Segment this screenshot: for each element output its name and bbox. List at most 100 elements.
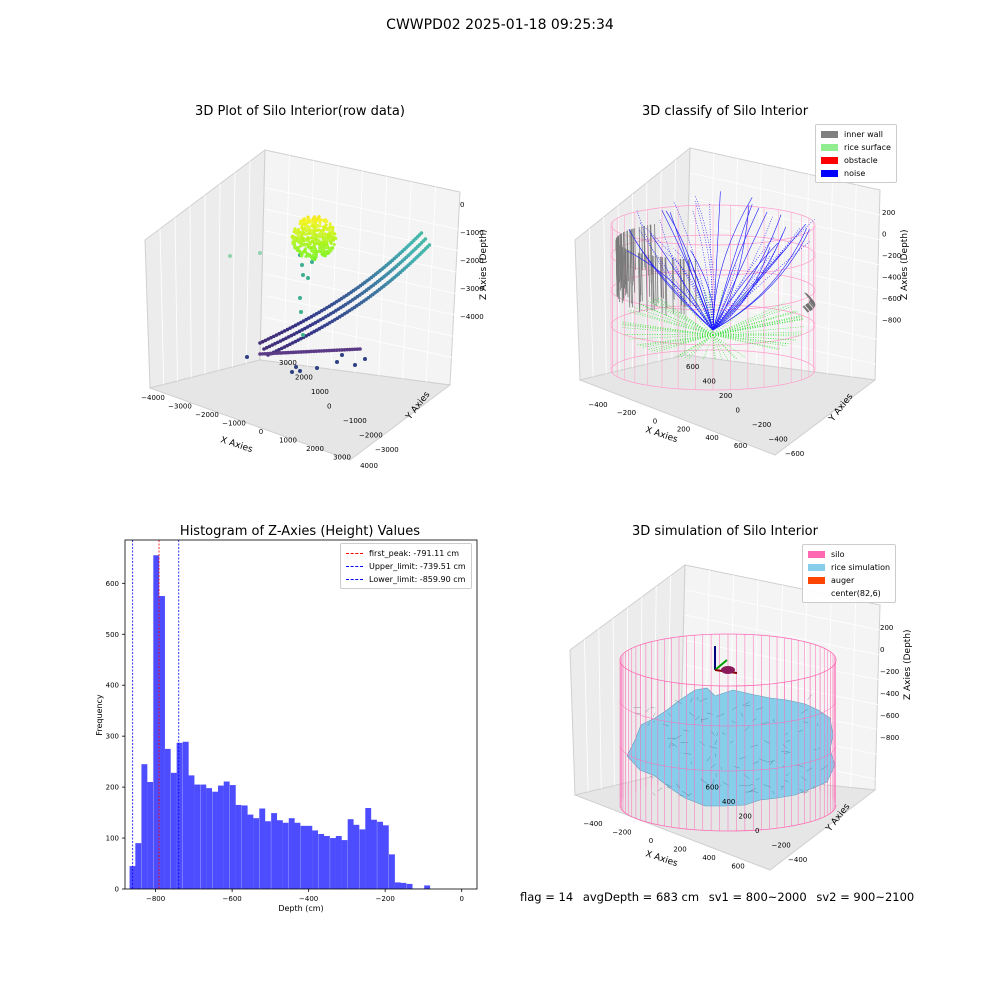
histogram-bar bbox=[394, 882, 401, 889]
tick-label: −1000 bbox=[222, 420, 246, 428]
mesh-line bbox=[786, 740, 790, 742]
classify-3d-plot[interactable]: −400−2000200400600−600−400−2000200400600… bbox=[555, 130, 925, 470]
tick-label: 600 bbox=[686, 363, 699, 371]
inner-wall-mark bbox=[629, 229, 632, 284]
scatter-point bbox=[324, 348, 329, 353]
inner-wall-mark bbox=[682, 259, 685, 315]
inner-wall-mark bbox=[622, 247, 625, 299]
tick-label: 200 bbox=[882, 209, 895, 217]
noise-mark bbox=[712, 216, 773, 331]
scatter-point bbox=[304, 334, 308, 338]
tick-label: −400 bbox=[882, 274, 901, 282]
histogram-xlabel: Depth (cm) bbox=[278, 904, 323, 913]
scatter-point bbox=[325, 227, 330, 231]
tick-label: 2000 bbox=[306, 445, 324, 453]
grid-line bbox=[588, 228, 594, 377]
grid-line bbox=[264, 295, 461, 338]
scatter-point bbox=[323, 237, 327, 241]
scatter-point bbox=[311, 221, 315, 225]
raw-xlabel: X Axies bbox=[219, 435, 254, 455]
histogram-bar bbox=[153, 555, 160, 889]
simulation-3d-plot[interactable]: −400−2000200400600−400−20002004006002000… bbox=[555, 550, 925, 880]
inner-wall-mark bbox=[651, 255, 654, 304]
scatter-point bbox=[299, 310, 303, 314]
grid-line bbox=[850, 599, 857, 788]
scatter-point bbox=[315, 217, 319, 221]
rice-surface-mark bbox=[628, 334, 714, 340]
mesh-line bbox=[801, 776, 807, 781]
grid-line bbox=[283, 155, 290, 364]
tick-label: −600 bbox=[785, 450, 804, 458]
mesh-line bbox=[801, 791, 809, 793]
scatter-point bbox=[291, 324, 295, 329]
scatter-point bbox=[317, 215, 321, 219]
scatter-point bbox=[258, 341, 262, 345]
scatter-point bbox=[332, 348, 337, 353]
grid-line bbox=[612, 618, 615, 786]
grid-line bbox=[689, 222, 881, 266]
inner-wall-mark bbox=[623, 232, 625, 289]
grid-line bbox=[689, 322, 881, 366]
scatter-point bbox=[308, 253, 312, 257]
mesh-line bbox=[756, 778, 760, 780]
noise-mark bbox=[709, 202, 714, 331]
mesh-line bbox=[780, 785, 784, 787]
inner-wall-mark bbox=[809, 296, 815, 304]
inner-wall-mark bbox=[806, 303, 812, 311]
mesh-line bbox=[697, 697, 699, 701]
scatter-point bbox=[271, 351, 275, 356]
grid-line bbox=[354, 170, 363, 373]
mesh-line bbox=[785, 732, 789, 736]
histogram-bar bbox=[135, 843, 142, 889]
scatter-point bbox=[328, 228, 332, 233]
mesh-line bbox=[666, 737, 675, 739]
noise-mark bbox=[712, 236, 775, 331]
legend-item: rice simulation bbox=[808, 561, 890, 574]
mesh-line bbox=[711, 731, 715, 736]
scatter-point bbox=[311, 233, 315, 237]
raw-3d-plot[interactable]: −4000−3000−2000−100001000200030004000−30… bbox=[120, 130, 500, 470]
simulation-zlabel: Z Axies (Depth) bbox=[903, 629, 913, 700]
scatter-point bbox=[309, 228, 313, 233]
mesh-line bbox=[732, 706, 737, 710]
scatter-point bbox=[307, 332, 311, 337]
scatter-point bbox=[310, 236, 314, 240]
scatter-point bbox=[331, 228, 335, 232]
scatter-point bbox=[310, 322, 315, 326]
histogram-chart[interactable]: −800 −600 −400 −200 0 0 100 200 300 400 500 600 Dep… bbox=[80, 530, 490, 920]
noise-mark bbox=[712, 197, 753, 331]
mesh-line bbox=[742, 701, 750, 706]
scatter-point bbox=[303, 326, 307, 331]
grid-line bbox=[425, 186, 437, 382]
scatter-point bbox=[296, 322, 300, 326]
inner-wall-mark bbox=[619, 234, 622, 281]
mesh-line bbox=[784, 780, 789, 783]
tick-label: 400 bbox=[702, 854, 715, 862]
grid-line bbox=[803, 174, 810, 371]
scatter-point bbox=[288, 350, 293, 355]
histogram-bar bbox=[194, 784, 201, 889]
grid-line bbox=[174, 217, 178, 382]
scatter-point bbox=[326, 251, 330, 256]
scatter-point bbox=[311, 217, 315, 221]
scatter-point bbox=[314, 349, 319, 353]
mesh-line bbox=[712, 779, 715, 785]
scatter-point bbox=[320, 252, 324, 256]
scatter-point bbox=[312, 244, 316, 249]
histogram-bar bbox=[206, 788, 213, 889]
scatter-point bbox=[296, 227, 301, 232]
scatter-point bbox=[283, 350, 288, 355]
auger-body bbox=[721, 666, 735, 674]
simulation-legend: silo rice simulation auger center(82,6) bbox=[802, 544, 897, 603]
rice-surface-mark bbox=[638, 303, 714, 336]
scatter-point bbox=[281, 351, 285, 355]
tick-label: −2000 bbox=[359, 432, 383, 440]
scatter-point bbox=[294, 350, 298, 355]
inner-wall-mark bbox=[650, 224, 653, 275]
scatter-point bbox=[299, 336, 303, 341]
scatter-point bbox=[245, 355, 249, 359]
mesh-line bbox=[740, 712, 743, 717]
legend-swatch bbox=[821, 144, 838, 151]
mesh-line bbox=[669, 743, 671, 748]
mesh-line bbox=[744, 726, 750, 732]
